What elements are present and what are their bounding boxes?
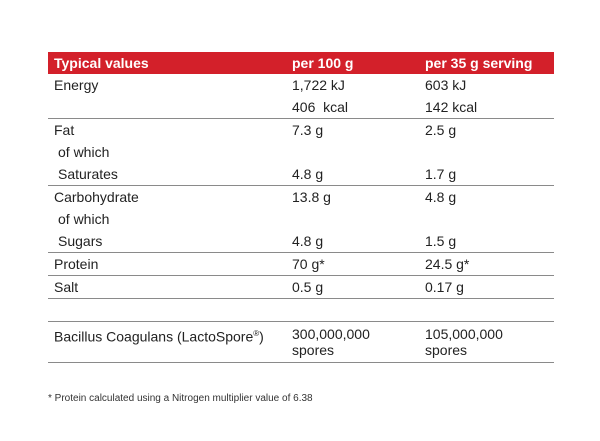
nutrition-table-container: Typical values per 100 g per 35 g servin… <box>48 52 554 363</box>
row-serving <box>419 141 554 163</box>
row-per100: 4.8 g <box>292 166 324 182</box>
row-label <box>48 96 286 119</box>
row-per100: 300,000,000 spores <box>286 321 419 363</box>
row-serving: 1.7 g <box>425 166 457 182</box>
row-label: Salt <box>48 275 286 299</box>
row-serving: 603 kJ <box>425 77 467 93</box>
row-label: Saturates <box>58 166 118 182</box>
row-per100: 70 g* <box>286 252 419 276</box>
row-label: Sugars <box>58 233 103 249</box>
row-per100 <box>286 208 419 230</box>
row-per100: 1,722 kJ <box>292 77 345 93</box>
table-row-carbohydrate: Carbohydrate 13.8 g 4.8 g <box>48 185 554 208</box>
nutrition-table: Typical values per 100 g per 35 g servin… <box>48 52 554 363</box>
row-serving: 2.5 g <box>419 118 554 141</box>
row-per100: 406 kcal <box>292 99 349 115</box>
registered-mark: ® <box>253 329 260 338</box>
row-serving <box>419 208 554 230</box>
table-row-energy-kj: Energy 1,722 kJ 603 kJ <box>48 74 554 96</box>
table-row-saturates: Saturates 4.8 g 1.7 g <box>48 163 554 186</box>
row-serving: 1.5 g <box>425 233 457 249</box>
header-typical-values: Typical values <box>48 52 286 74</box>
row-serving: 105,000,000 spores <box>419 321 554 363</box>
row-label: of which <box>58 211 110 227</box>
row-per100: 7.3 g <box>286 118 419 141</box>
table-header-row: Typical values per 100 g per 35 g servin… <box>48 52 554 74</box>
row-label: Fat <box>48 118 286 141</box>
row-label: Bacillus Coagulans (LactoSpore®) <box>48 321 286 363</box>
row-per100: 0.5 g <box>286 275 419 299</box>
table-row-energy-kcal: 406 kcal 142 kcal <box>48 96 554 119</box>
table-row-protein: Protein 70 g* 24.5 g* <box>48 252 554 276</box>
row-serving: 24.5 g* <box>419 252 554 276</box>
row-per100: 4.8 g <box>292 233 324 249</box>
row-label: Energy <box>54 77 99 93</box>
row-serving: 142 kcal <box>425 99 478 115</box>
row-serving: 0.17 g <box>419 275 554 299</box>
table-row-fat-of-which: of which <box>48 141 554 163</box>
row-per100 <box>286 141 419 163</box>
row-label: of which <box>58 144 110 160</box>
table-row-carb-of-which: of which <box>48 208 554 230</box>
row-label: Carbohydrate <box>48 185 286 208</box>
header-per-100g: per 100 g <box>286 52 419 74</box>
table-row-fat: Fat 7.3 g 2.5 g <box>48 118 554 141</box>
header-per-serving: per 35 g serving <box>419 52 554 74</box>
table-row-sugars: Sugars 4.8 g 1.5 g <box>48 230 554 253</box>
row-serving: 4.8 g <box>419 185 554 208</box>
footnote: * Protein calculated using a Nitrogen mu… <box>48 393 313 404</box>
table-row-salt: Salt 0.5 g 0.17 g <box>48 275 554 299</box>
table-row-bacillus: Bacillus Coagulans (LactoSpore®) 300,000… <box>48 321 554 363</box>
row-per100: 13.8 g <box>286 185 419 208</box>
table-spacer-row <box>48 298 554 322</box>
row-label: Protein <box>48 252 286 276</box>
